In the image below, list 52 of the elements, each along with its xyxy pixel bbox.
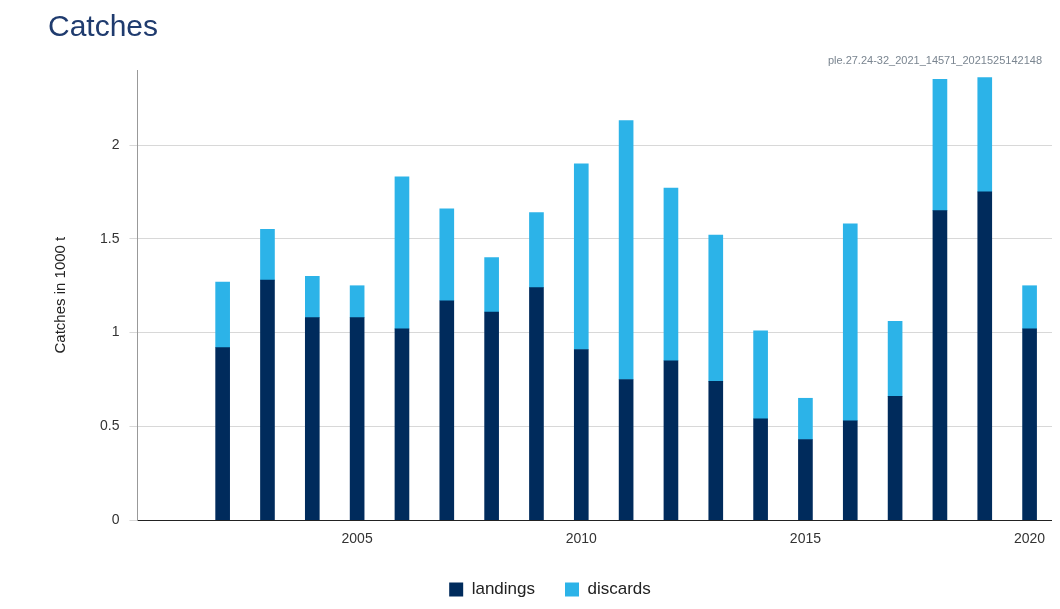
bar xyxy=(573,163,589,350)
bar xyxy=(887,396,903,521)
bar xyxy=(304,317,320,521)
bar xyxy=(798,397,813,440)
bar xyxy=(260,229,275,281)
bar xyxy=(1022,328,1037,521)
x-tick-label: 2020 xyxy=(1014,530,1046,547)
x-tick-label: 2015 xyxy=(789,530,822,547)
x-tick-label: 2005 xyxy=(341,530,373,547)
bar xyxy=(932,79,948,212)
bar xyxy=(977,191,993,521)
bar xyxy=(394,176,410,330)
legend-label: discards xyxy=(587,579,651,599)
bar xyxy=(529,287,544,521)
y-tick-label: 2 xyxy=(111,135,120,152)
bar xyxy=(1022,285,1037,330)
bar xyxy=(484,257,499,313)
bar xyxy=(349,317,365,521)
bar xyxy=(618,120,634,380)
bar xyxy=(753,330,768,420)
bar xyxy=(573,349,589,521)
y-tick-label: 0.5 xyxy=(99,417,120,434)
bar xyxy=(260,279,275,521)
bar xyxy=(484,311,499,521)
x-tick-label: 2010 xyxy=(565,530,598,547)
y-axis-title: Catches in 1000 t xyxy=(51,235,69,354)
bar xyxy=(932,210,948,521)
bar xyxy=(887,321,903,397)
bar xyxy=(439,208,455,302)
y-tick-label: 0 xyxy=(111,511,120,528)
bar xyxy=(708,234,724,382)
bar xyxy=(304,276,320,318)
bar xyxy=(394,328,410,521)
y-tick-label: 1 xyxy=(111,323,120,340)
legend-label: landings xyxy=(471,579,536,599)
bar xyxy=(529,212,544,288)
bar xyxy=(663,360,679,521)
bar xyxy=(618,379,634,521)
bar xyxy=(349,285,365,318)
bar xyxy=(798,439,813,521)
bar xyxy=(753,418,768,521)
bar xyxy=(663,187,679,362)
bar xyxy=(842,420,858,521)
bar xyxy=(215,281,230,348)
y-tick-label: 1.5 xyxy=(99,229,120,246)
bar xyxy=(439,300,455,521)
bar xyxy=(842,223,858,422)
bar xyxy=(977,77,993,193)
chart-title: Catches xyxy=(48,9,159,43)
text: ple.27.24-32_2021_14571_2021525142148 xyxy=(827,53,1042,66)
bar xyxy=(215,347,230,521)
bar xyxy=(708,381,724,521)
